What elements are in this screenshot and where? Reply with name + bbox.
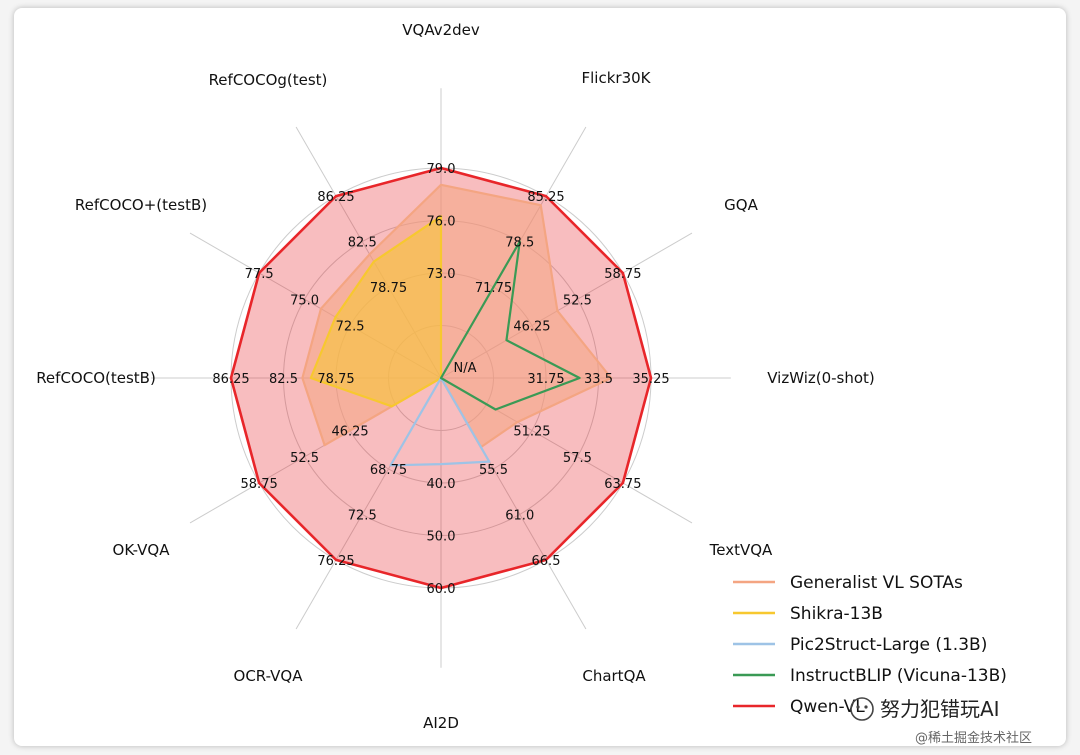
tick-label-axis6-3: 66.5 xyxy=(532,554,561,569)
watermark-line1: 努力犯错玩AI xyxy=(880,697,1000,721)
axis-label-vqav2dev: VQAv2dev xyxy=(402,21,480,39)
series-line-instructblip-vicuna-13b xyxy=(439,240,581,411)
tick-label-axis5-3: 63.75 xyxy=(604,477,641,492)
tick-label-axis6-2: 61.0 xyxy=(505,508,534,523)
tick-label-axis8-1: 68.75 xyxy=(370,463,407,478)
wechat-icon xyxy=(850,697,874,721)
tick-label-axis9-1: 46.25 xyxy=(331,425,368,440)
series-fill-shikra-13b xyxy=(310,216,441,407)
tick-label-axis12-3: 86.25 xyxy=(317,190,354,205)
series-line-pic2struct-large-1-3b xyxy=(389,376,491,467)
tick-label-axis3-2: 52.5 xyxy=(563,293,592,308)
axis-label-refcoco-testb: RefCOCO(testB) xyxy=(36,369,156,387)
tick-label-axis11-2: 75.0 xyxy=(290,293,319,308)
legend-label-pic2struct: Pic2Struct-Large (1.3B) xyxy=(790,635,987,655)
tick-label-axis12-2: 82.5 xyxy=(348,236,377,251)
tick-label-axis9-3: 58.75 xyxy=(241,477,278,492)
tick-label-axis8-3: 76.25 xyxy=(317,554,354,569)
tick-label-axis12-1: 78.75 xyxy=(370,281,407,296)
tick-label-axis1-3: 79.0 xyxy=(427,162,456,177)
legend-label-generalist: Generalist VL SOTAs xyxy=(790,573,963,593)
tick-label-axis7-2: 50.0 xyxy=(427,530,456,545)
legend-label-qwen: Qwen-VL xyxy=(790,697,865,717)
chart-legend: Generalist VL SOTAs Shikra-13B Pic2Struc… xyxy=(733,573,1007,717)
tick-label-axis5-1: 51.25 xyxy=(513,425,550,440)
axis-label-gqa: GQA xyxy=(724,196,758,214)
axis-label-chartqa: ChartQA xyxy=(582,667,646,685)
radar-series xyxy=(229,166,653,590)
center-label: N/A xyxy=(454,361,477,376)
legend-label-shikra: Shikra-13B xyxy=(790,604,883,624)
tick-label-axis1-2: 76.0 xyxy=(427,215,456,230)
tick-label-axis5-2: 57.5 xyxy=(563,451,592,466)
tick-label-axis9-2: 52.5 xyxy=(290,451,319,466)
tick-label-axis6-1: 55.5 xyxy=(479,463,508,478)
tick-label-axis11-3: 77.5 xyxy=(245,267,274,282)
axis-label-ocr-vqa: OCR-VQA xyxy=(234,667,304,685)
tick-label-axis1-1: 73.0 xyxy=(427,267,456,282)
tick-label-axis11-1: 72.5 xyxy=(336,320,365,335)
axis-label-vizwiz-0-shot: VizWiz(0-shot) xyxy=(767,369,875,387)
radar-tick-labels: 73.0 76.0 79.0 71.75 78.5 85.25 46.25 52.5 58.75… xyxy=(212,162,669,597)
tick-label-axis7-1: 40.0 xyxy=(427,477,456,492)
tick-label-axis2-3: 85.25 xyxy=(527,190,564,205)
axis-label-refcoco-testb: RefCOCO+(testB) xyxy=(75,196,207,214)
tick-label-axis2-2: 78.5 xyxy=(505,236,534,251)
watermark: 努力犯错玩AI @稀土掘金技术社区 xyxy=(850,697,1032,746)
tick-label-axis4-3: 35.25 xyxy=(632,372,669,387)
tick-label-axis3-1: 46.25 xyxy=(513,320,550,335)
series-line-qwen-vl xyxy=(229,166,653,590)
watermark-line2: @稀土掘金技术社区 xyxy=(915,730,1032,746)
tick-label-axis4-2: 33.5 xyxy=(584,372,613,387)
tick-label-axis10-3: 86.25 xyxy=(212,372,249,387)
axis-label-ok-vqa: OK-VQA xyxy=(113,541,171,559)
tick-label-axis7-3: 60.0 xyxy=(427,582,456,597)
legend-label-instructblip: InstructBLIP (Vicuna-13B) xyxy=(790,666,1007,686)
tick-label-axis4-1: 31.75 xyxy=(527,372,564,387)
tick-label-axis2-1: 71.75 xyxy=(475,281,512,296)
axis-label-flickr30k: Flickr30K xyxy=(582,69,652,87)
axis-label-textvqa: TextVQA xyxy=(709,541,773,559)
tick-label-axis10-1: 78.75 xyxy=(317,372,354,387)
tick-label-axis10-2: 82.5 xyxy=(269,372,298,387)
axis-label-ai2d: AI2D xyxy=(423,714,459,732)
axis-label-refcocog-test: RefCOCOg(test) xyxy=(209,71,328,89)
radar-axis-labels: VQAv2dev Flickr30K GQA VizWiz(0-shot) TextVQ… xyxy=(36,21,875,732)
tick-label-axis3-3: 58.75 xyxy=(604,267,641,282)
tick-label-axis8-2: 72.5 xyxy=(348,508,377,523)
